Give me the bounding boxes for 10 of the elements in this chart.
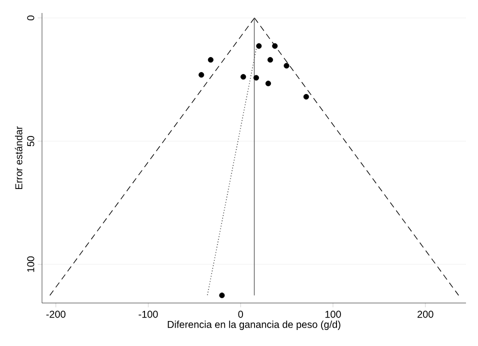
y-tick-label: 0 (27, 16, 34, 20)
x-tick-label: 100 (325, 310, 341, 318)
y-tick-label: 50 (27, 136, 34, 146)
x-axis-title: Diferencia en la ganancia de peso (g/d) (168, 320, 340, 330)
y-axis-title: Error estándar (14, 126, 22, 190)
y-tick-label: 100 (27, 256, 34, 272)
x-tick-label: 200 (418, 310, 434, 318)
x-tick-label: 0 (238, 310, 243, 318)
x-tick-label: -200 (46, 310, 66, 318)
x-tick-label: -100 (138, 310, 158, 318)
